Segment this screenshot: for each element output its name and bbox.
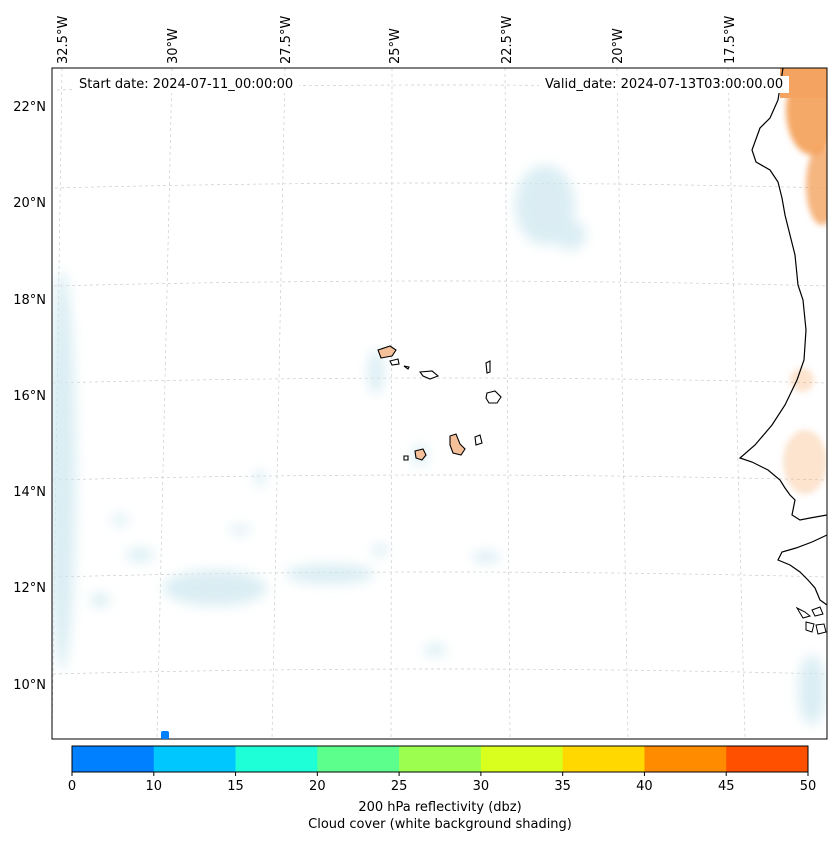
reflectivity-marker	[161, 731, 169, 739]
map-area	[52, 68, 827, 739]
colorbar-segment	[562, 746, 645, 772]
map-border	[51, 67, 828, 740]
africa-coastline-south	[777, 534, 827, 606]
colorbar-segment	[235, 746, 318, 772]
cloud-cover-shading	[52, 165, 826, 725]
colorbar-tick-label: 10	[146, 779, 163, 794]
colorbar-segment	[399, 746, 482, 772]
valid-date-label: Valid_date: 2024-07-13T03:00:00.00	[539, 76, 790, 93]
colorbar-tick-label: 30	[473, 779, 490, 794]
lat-label: 18°N	[13, 293, 46, 308]
lon-label: 20°W	[611, 28, 626, 64]
lat-label: 10°N	[13, 678, 46, 693]
colorbar-sublabel: Cloud cover (white background shading)	[308, 817, 572, 832]
colorbar-segment	[644, 746, 727, 772]
lat-label: 22°N	[13, 100, 46, 115]
colorbar-segment	[726, 746, 809, 772]
lat-label: 14°N	[13, 485, 46, 500]
colorbar: 0 10 15 20 25 30 35 40 45 50	[68, 745, 817, 794]
colorbar-segment	[153, 746, 237, 772]
lon-label: 32.5°W	[56, 16, 71, 64]
colorbar-tick-label: 45	[718, 779, 735, 794]
colorbar-frame	[71, 745, 809, 773]
colorbar-tick-label: 40	[636, 779, 653, 794]
bijagos-islands	[795, 606, 827, 635]
start-date-label: Start date: 2024-07-11_00:00:00	[73, 76, 300, 93]
colorbar-tick-label: 20	[309, 779, 326, 794]
colorbar-tick-label: 0	[68, 779, 76, 794]
lat-label: 16°N	[13, 389, 46, 404]
colorbar-tick-label: 50	[800, 779, 817, 794]
lat-label: 20°N	[13, 196, 46, 211]
colorbar-segment	[317, 746, 400, 772]
colorbar-tick-label: 15	[227, 779, 244, 794]
lon-label: 30°W	[166, 28, 181, 64]
colorbar-segment	[72, 746, 155, 772]
colorbar-tick-label: 35	[554, 779, 571, 794]
latitude-labels: 22°N 20°N 18°N 16°N 14°N 12°N 10°N	[13, 100, 46, 693]
lat-label: 12°N	[13, 581, 46, 596]
lon-label: 17.5°W	[723, 16, 738, 64]
longitude-labels: 32.5°W 30°W 27.5°W 25°W 22.5°W 20°W 17.5…	[56, 16, 738, 64]
lon-label: 22.5°W	[500, 16, 515, 64]
lon-label: 25°W	[388, 28, 403, 64]
africa-coastline	[738, 68, 827, 521]
colorbar-segment	[480, 746, 564, 772]
cape-verde-islands	[377, 345, 502, 461]
colorbar-tick-label: 25	[391, 779, 408, 794]
colorbar-label: 200 hPa reflectivity (dbz)	[358, 800, 522, 815]
lon-label: 27.5°W	[279, 16, 294, 64]
